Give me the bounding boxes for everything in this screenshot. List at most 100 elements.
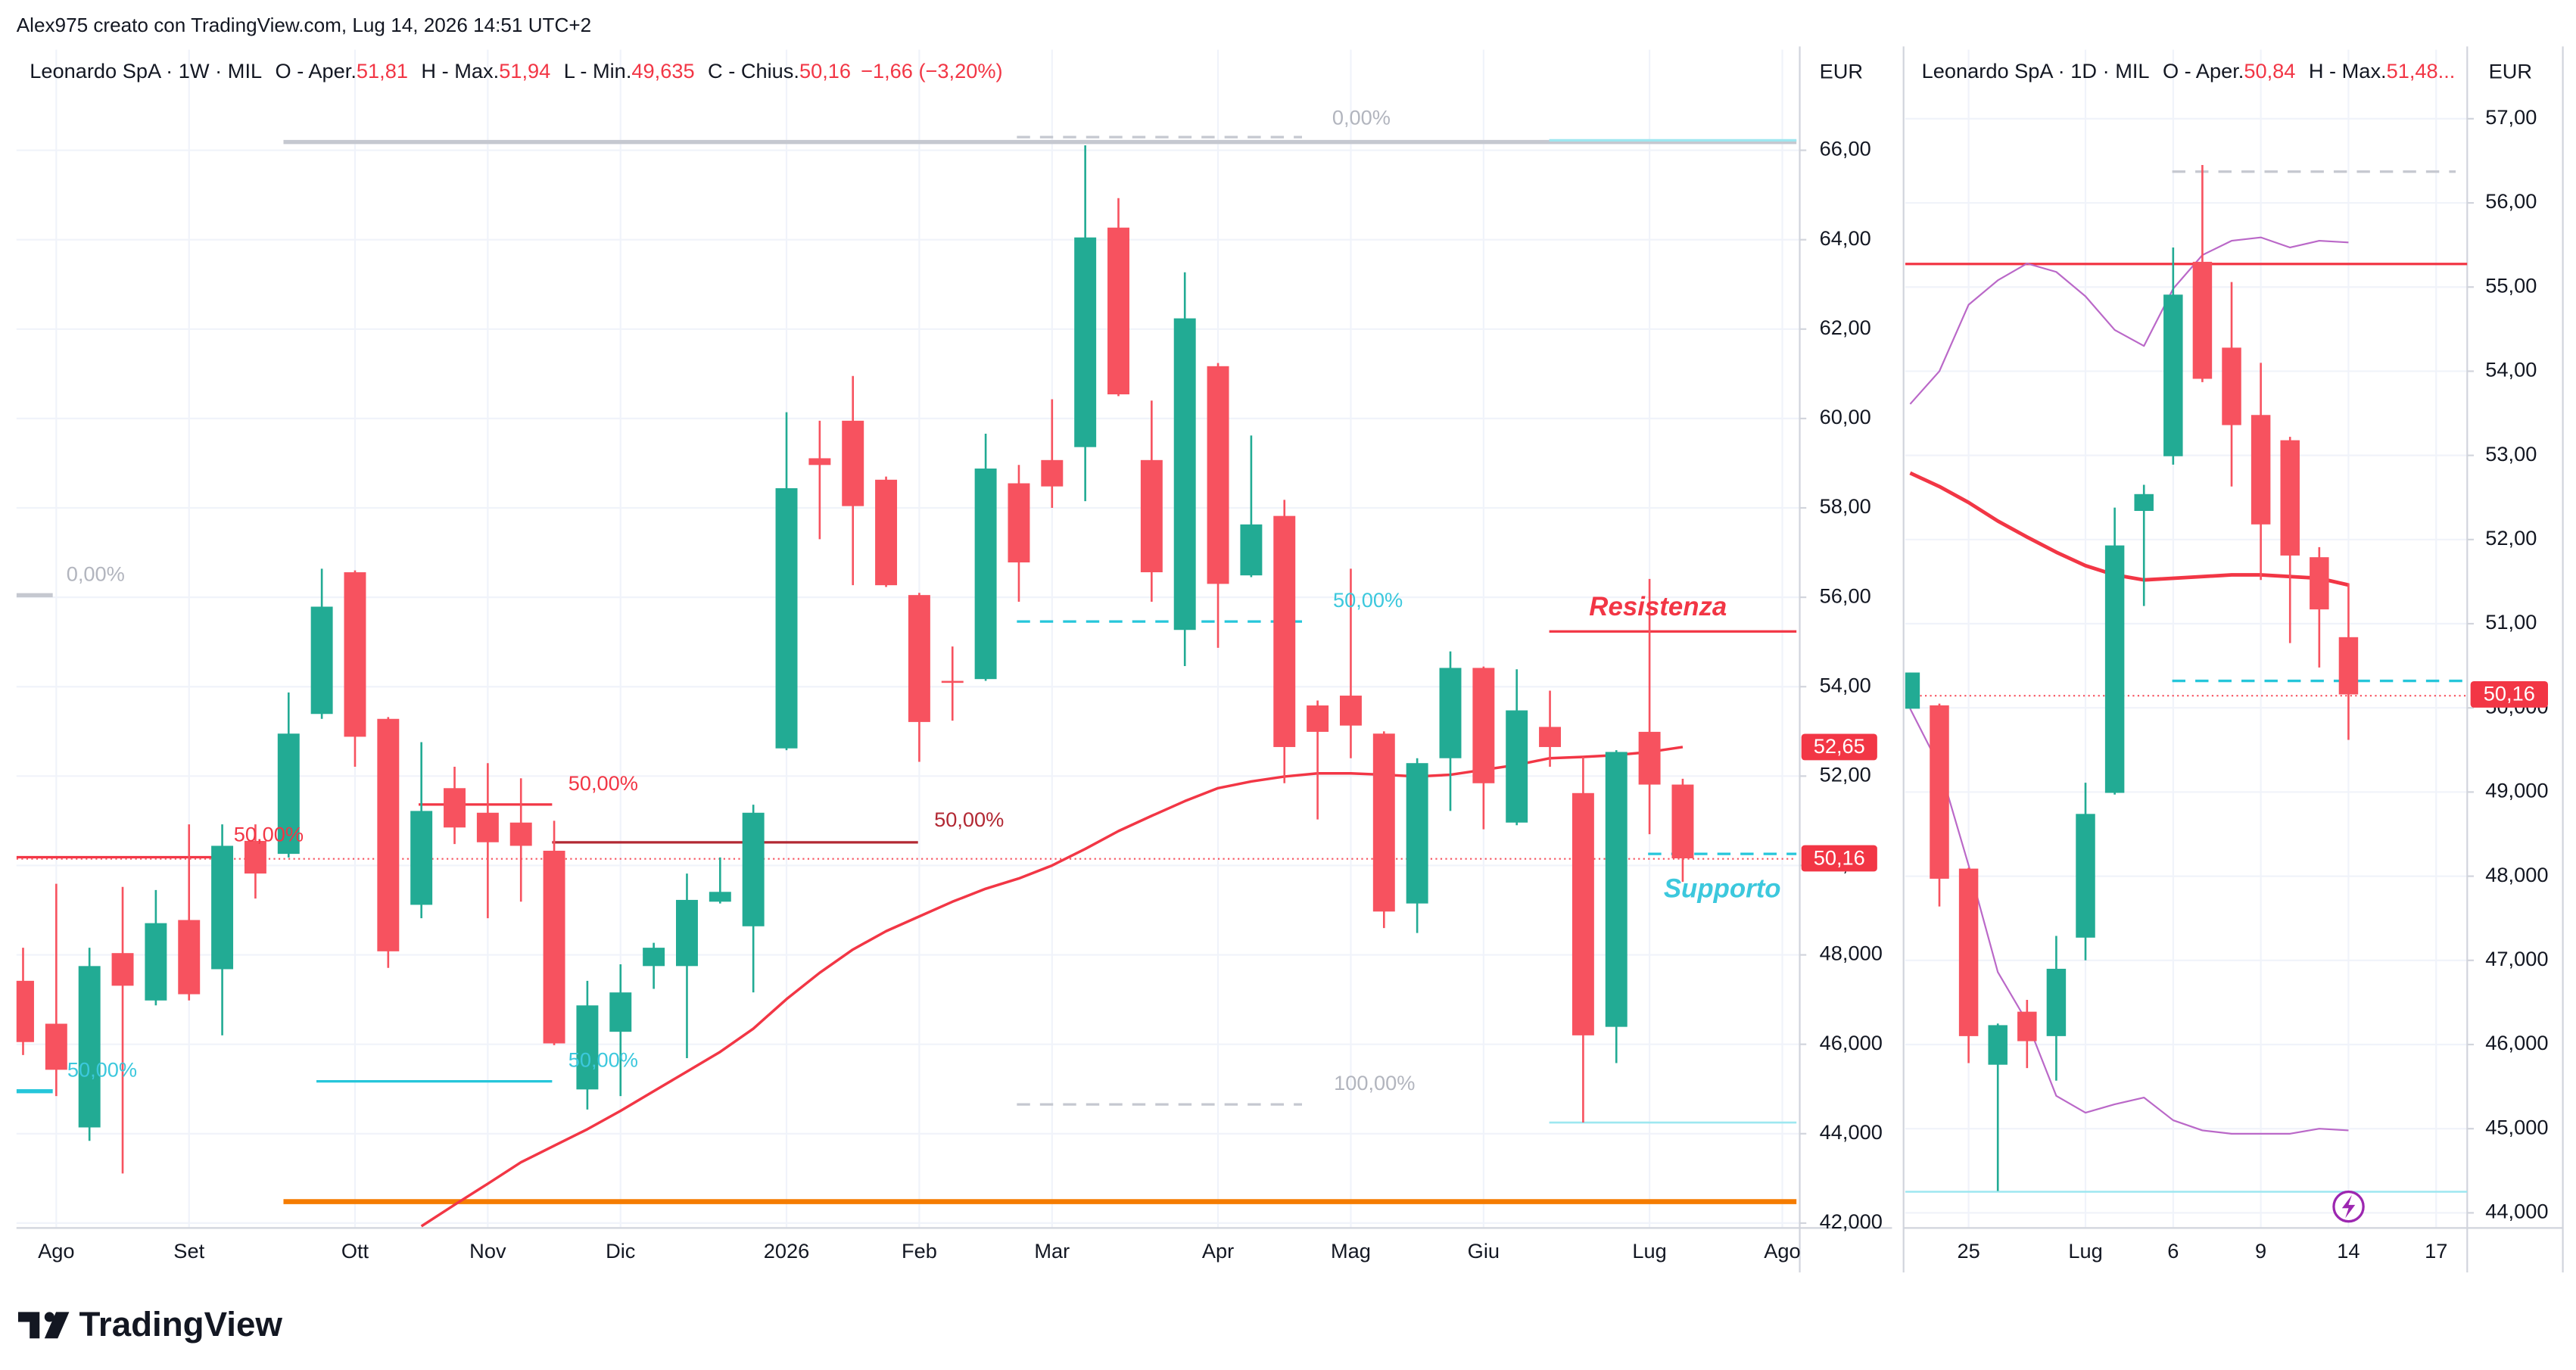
x-tick-label: Dic [606, 1239, 635, 1263]
indicator-line [1909, 471, 2349, 587]
candle-body [1307, 705, 1329, 732]
candle-body [1372, 733, 1395, 912]
price-label: 50,16 [2484, 682, 2535, 705]
candle-body [1041, 459, 1064, 487]
candle-body [1207, 366, 1229, 584]
fib-label: 50,00% [568, 771, 638, 795]
candle-body [2134, 494, 2154, 512]
y-tick-label: 56,00 [2485, 189, 2537, 213]
fib-label: 50,00% [568, 1048, 638, 1072]
x-tick-label: 6 [2167, 1239, 2179, 1263]
price-label-box [1801, 733, 1877, 761]
candle-body [2017, 1011, 2037, 1042]
candle-body [277, 733, 300, 855]
currency: EUR [1820, 59, 1863, 83]
fib-label: 50,00% [934, 808, 1004, 831]
legend-value: 51,94 [499, 59, 550, 83]
legend-value: 50,16 [799, 59, 851, 83]
candle-body [609, 992, 632, 1032]
legend-right: Leonardo SpA · 1D · MIL O - Aper.50,84 H -… [1922, 59, 2456, 83]
alert-icon[interactable] [2332, 1190, 2365, 1223]
y-tick-label: 52,00 [2485, 526, 2537, 550]
y-tick-label: 56,00 [1820, 584, 1871, 607]
x-tick-label: Mag [1331, 1239, 1371, 1263]
frames [16, 46, 2564, 1273]
candle-body [709, 892, 731, 902]
candle-body [1339, 696, 1362, 726]
x-tick-label: Ago [38, 1239, 74, 1263]
drawings-right [1905, 170, 2468, 1193]
candle-body [1605, 752, 1628, 1027]
candle-body [2046, 968, 2067, 1036]
candle-body [178, 920, 201, 995]
candle-body [2250, 415, 2271, 525]
y-tick-label: 54,00 [1820, 673, 1871, 696]
candle-body [444, 788, 466, 828]
x-tick-label: Feb [902, 1239, 937, 1263]
candle-body [1439, 668, 1462, 758]
candle-body [1008, 483, 1030, 563]
x-tick-label: 14 [2337, 1239, 2360, 1263]
candle-body [2280, 440, 2300, 556]
x-tick-label: 2026 [764, 1239, 810, 1263]
x-tick-label: 17 [2425, 1239, 2447, 1263]
y-tick-label: 52,00 [1820, 763, 1871, 786]
fib-label: 50,00% [234, 822, 304, 845]
candle-body [742, 812, 765, 926]
candle-body [1958, 868, 1979, 1036]
candle-body [974, 469, 997, 680]
x-tick-label: Giu [1468, 1239, 1500, 1263]
legend-left: Leonardo SpA · 1W · MIL O - Aper.51,81 H -… [30, 59, 1002, 83]
candle-body [2104, 545, 2125, 793]
logo-mark [44, 1312, 70, 1339]
logo-mark [44, 1312, 55, 1322]
candle-body [1107, 227, 1129, 395]
candle-body [1671, 784, 1694, 859]
logo-mark [17, 1312, 40, 1339]
candle-body [1506, 710, 1528, 823]
marks-left [16, 145, 1694, 1228]
legend-label: H - Max. [421, 59, 499, 83]
fib-label: 0,00% [1332, 105, 1391, 129]
x-tick-label: Nov [469, 1239, 506, 1263]
candle-body [1905, 672, 1920, 709]
candle-body [1273, 515, 1296, 747]
fib-label: 50,00% [1333, 588, 1403, 612]
legend-label: O - Aper. [276, 59, 357, 83]
candle-body [16, 980, 34, 1042]
candle-body [211, 845, 234, 970]
candle-body [2192, 261, 2213, 379]
candle-body [1240, 524, 1263, 576]
candle-body [675, 899, 698, 967]
candle-body [111, 953, 134, 986]
candle-body [1988, 1025, 2008, 1065]
candle-body [1074, 237, 1097, 447]
x-tick-label: 9 [2255, 1239, 2266, 1263]
candle-body [509, 822, 532, 846]
candle-body [145, 923, 167, 1001]
candle-body [576, 1005, 599, 1090]
candle-body [941, 680, 964, 683]
y-tick-label: 44,000 [1820, 1120, 1883, 1144]
price-label: 52,65 [1814, 734, 1865, 758]
legend-label: H - Max. [2309, 59, 2387, 83]
candle-body [1638, 731, 1661, 785]
candle-body [1173, 318, 1196, 631]
logo-text: TradingView [79, 1305, 283, 1344]
legend-value: 51,81 [357, 59, 408, 83]
indicator-line [1909, 236, 2349, 405]
y-tick-label: 62,00 [1820, 316, 1871, 339]
fib-label: 100,00% [1334, 1071, 1415, 1094]
candle-body [1539, 727, 1562, 747]
attribution: Alex975 creato con TradingView.com, Lug … [17, 14, 591, 36]
y-tick-label: 42,000 [1820, 1210, 1883, 1233]
candle-body [410, 811, 433, 905]
y-tick-label: 48,000 [1820, 942, 1883, 965]
currency: EUR [2489, 59, 2532, 83]
legend-change: −1,66 (−3,20%) [861, 59, 1003, 83]
y-tick-label: 44,000 [2485, 1200, 2548, 1223]
candle-body [643, 948, 665, 967]
candle-body [310, 606, 333, 715]
